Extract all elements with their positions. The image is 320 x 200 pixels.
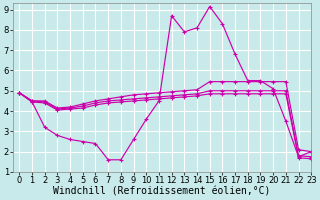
X-axis label: Windchill (Refroidissement éolien,°C): Windchill (Refroidissement éolien,°C) bbox=[53, 187, 271, 197]
